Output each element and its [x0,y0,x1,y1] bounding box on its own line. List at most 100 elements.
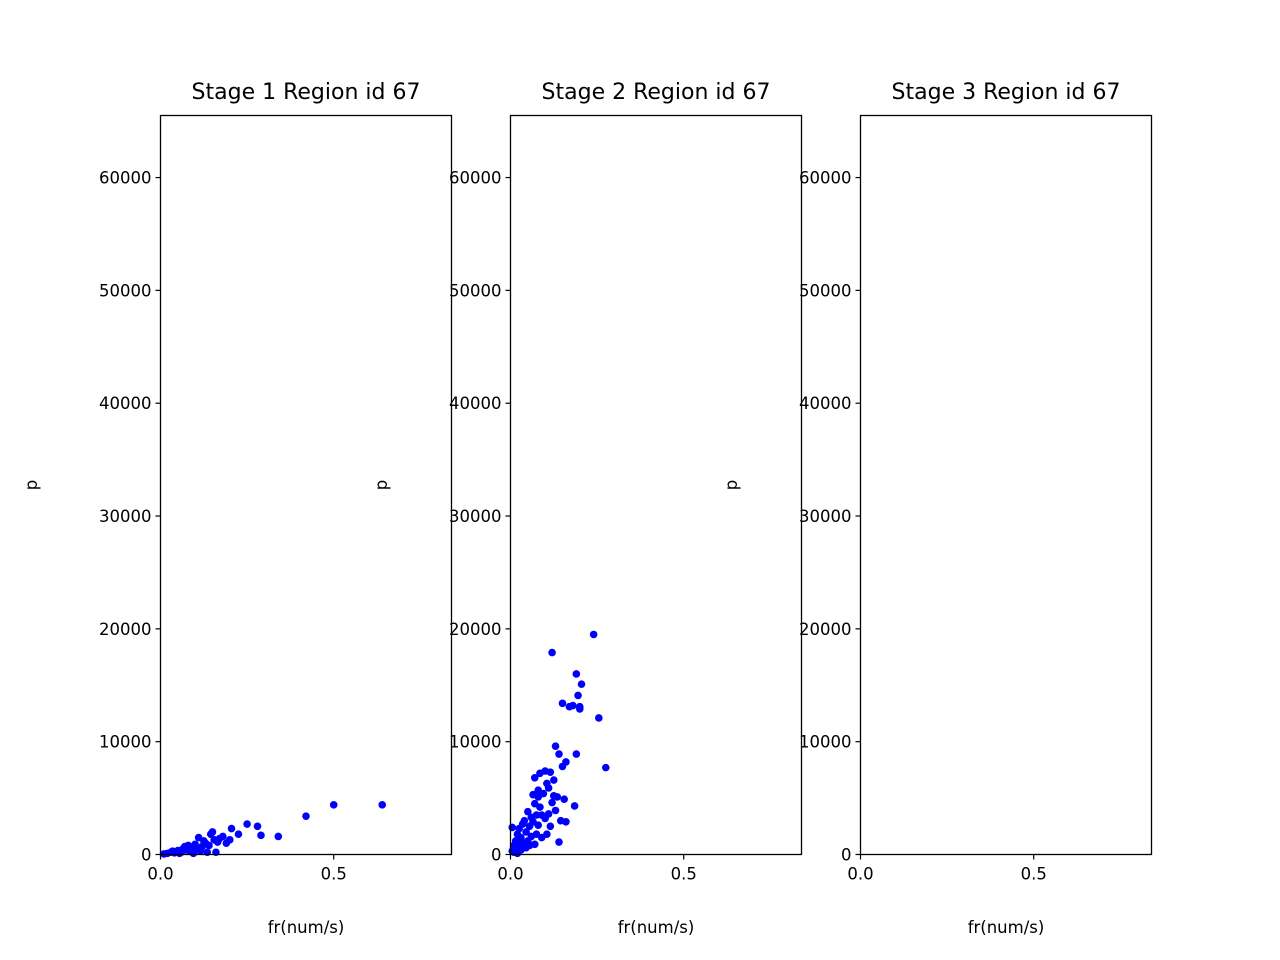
data-point [539,789,548,798]
data-point [508,823,517,832]
data-point [274,832,283,841]
stage-1-ticks: 0 10000 20000 30000 40000 50000 60000 0.0 0.5 [99,169,347,884]
stage-3-y-axis-label: p [722,480,741,490]
y-tick-label: 60000 [799,169,852,188]
data-point [532,811,541,819]
x-tick-label: 0.0 [497,865,523,884]
x-tick-label: 0.5 [1021,865,1047,884]
y-tick-label: 50000 [799,281,852,300]
y-tick-label: 50000 [99,281,152,300]
data-point [575,705,584,713]
data-point [589,630,598,639]
data-point [546,768,555,776]
data-point [551,806,560,815]
y-tick-label: 40000 [799,394,852,413]
data-point [205,841,213,850]
data-point [548,798,556,807]
data-point [219,832,227,841]
data-point [253,822,262,831]
y-tick-label: 60000 [99,169,152,188]
x-tick-label: 0.5 [671,865,697,884]
y-tick-label: 30000 [449,507,502,526]
data-point [546,822,555,831]
data-point [520,816,529,825]
x-tick-label: 0.5 [321,865,347,884]
data-point [560,795,568,804]
data-point [534,821,543,829]
stage-3-x-axis-label: fr(num/s) [968,918,1045,937]
data-point [544,784,553,792]
data-point [257,831,265,840]
data-point [553,793,562,801]
data-point [574,691,582,700]
stage-2-title: Stage 2 Region id 67 [542,80,771,105]
y-tick-label: 50000 [449,281,502,300]
data-point [601,763,610,772]
y-tick-label: 20000 [799,620,852,639]
data-point [225,836,234,844]
data-point [530,773,539,782]
data-point [550,776,558,784]
data-point [543,830,551,838]
y-tick-label: 0 [491,846,502,865]
data-point [548,648,556,657]
stage-1-x-axis-label: fr(num/s) [268,918,345,937]
y-tick-label: 10000 [99,733,152,752]
data-point [555,750,563,758]
data-point [558,699,567,708]
data-point [551,742,560,750]
data-point [569,701,577,710]
y-tick-label: 20000 [99,620,152,639]
data-point [329,801,338,809]
x-tick-label: 0.0 [847,865,873,884]
data-point [562,758,570,766]
stage-1-y-axis-label: p [22,480,41,490]
y-tick-label: 0 [841,846,852,865]
data-point [227,824,236,833]
data-point [517,833,525,842]
data-point [302,812,310,820]
stage-3-ticks: 0 10000 20000 30000 40000 50000 60000 0.0 0.5 [799,169,1047,884]
data-point [595,714,603,722]
y-tick-label: 20000 [449,620,502,639]
y-tick-label: 0 [141,846,152,865]
stage-2-points [508,630,610,858]
stage-1-points [160,801,387,858]
stage-3-title: Stage 3 Region id 67 [892,80,1121,105]
data-point [572,670,581,678]
stage-2-x-axis-label: fr(num/s) [618,918,695,937]
y-tick-label: 40000 [449,394,502,413]
y-tick-label: 60000 [449,169,502,188]
data-point [530,840,539,849]
stage-1-plot-frame [159,114,453,856]
stage-2-plot-frame [509,114,803,856]
data-point [243,820,251,828]
x-tick-label: 0.0 [147,865,173,884]
data-point [544,810,553,818]
stage-2-panel: Stage 2 Region id 67 fr(num/s) p 0 10000 2… [372,80,803,937]
stage-3-plot-frame [859,114,1153,856]
data-point [562,817,570,826]
stage-1-title: Stage 1 Region id 67 [192,80,421,105]
data-point [522,828,530,836]
data-point [524,807,532,816]
data-point [536,803,544,811]
stage-2-ticks: 0 10000 20000 30000 40000 50000 60000 0.0 0.5 [449,169,697,884]
y-tick-label: 30000 [799,507,852,526]
y-tick-label: 40000 [99,394,152,413]
stage-2-y-axis-label: p [372,480,391,490]
y-tick-label: 10000 [799,733,852,752]
stage-3-panel: Stage 3 Region id 67 fr(num/s) p 0 10000 2… [722,80,1153,937]
data-point [577,680,586,688]
y-tick-label: 10000 [449,733,502,752]
data-point [234,830,243,838]
y-tick-label: 30000 [99,507,152,526]
data-point [555,838,563,846]
stage-1-panel: Stage 1 Region id 67 fr(num/s) p 0 10000 2… [22,80,453,937]
data-point [572,750,581,758]
data-point [378,801,387,809]
data-point [570,802,579,810]
data-point [208,828,217,836]
